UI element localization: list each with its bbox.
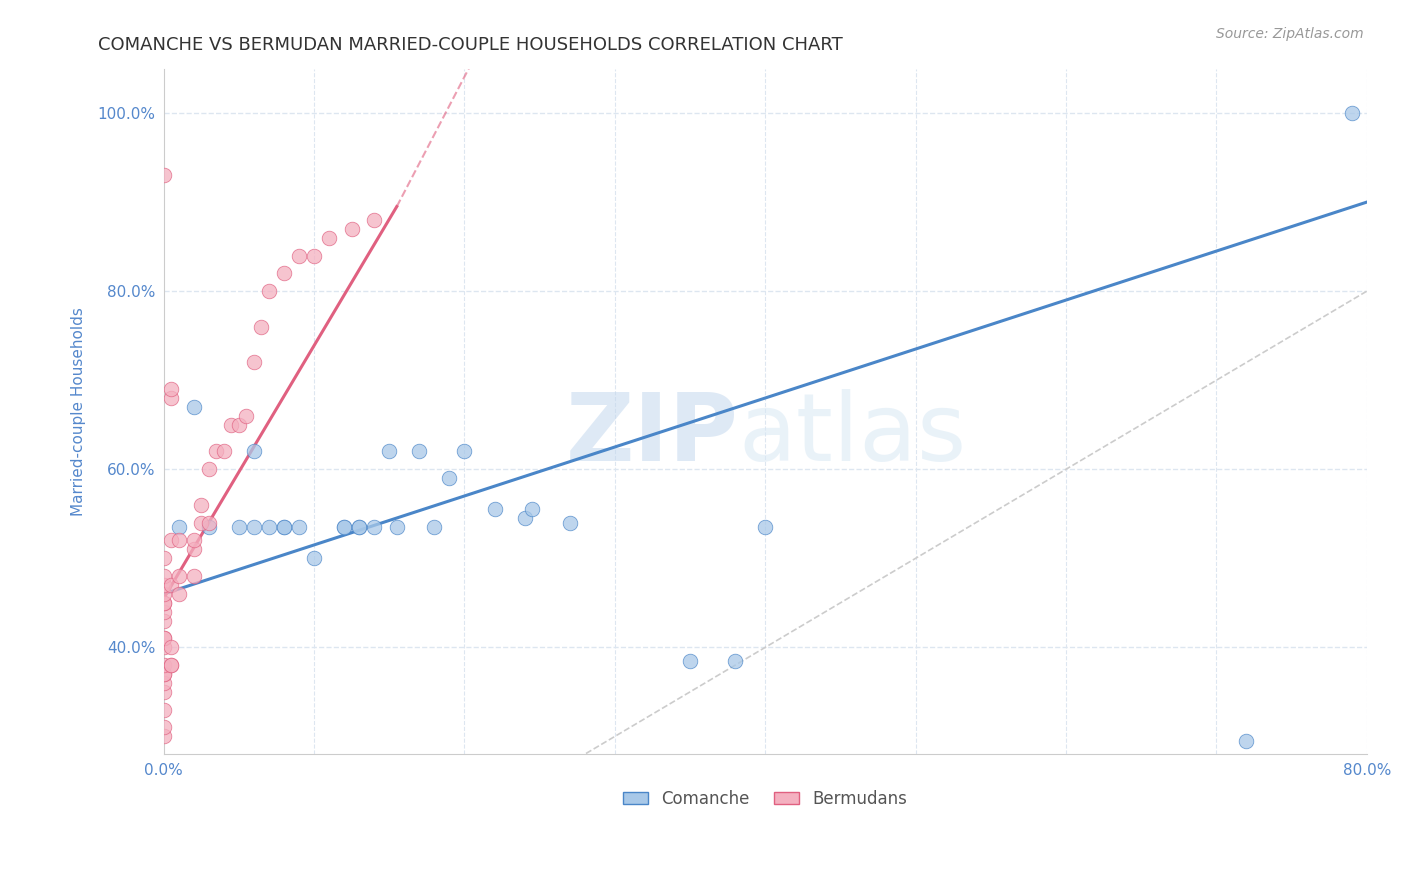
Point	[228, 520, 250, 534]
Point	[243, 444, 266, 458]
Point	[318, 230, 340, 244]
Point	[558, 516, 581, 530]
Point	[152, 632, 174, 646]
Point	[167, 520, 190, 534]
Point	[183, 400, 205, 414]
Point	[679, 654, 702, 668]
Point	[1340, 106, 1362, 120]
Point	[167, 587, 190, 601]
Point	[228, 417, 250, 432]
Point	[152, 596, 174, 610]
Point	[152, 685, 174, 699]
Point	[152, 596, 174, 610]
Text: atlas: atlas	[738, 390, 967, 482]
Point	[340, 222, 363, 236]
Point	[288, 520, 311, 534]
Point	[221, 417, 243, 432]
Point	[1236, 734, 1258, 748]
Point	[190, 516, 212, 530]
Point	[160, 578, 183, 592]
Point	[160, 658, 183, 673]
Point	[347, 520, 370, 534]
Point	[347, 520, 370, 534]
Point	[160, 533, 183, 548]
Legend: Comanche, Bermudans: Comanche, Bermudans	[616, 783, 914, 814]
Point	[152, 587, 174, 601]
Point	[439, 471, 461, 485]
Point	[152, 614, 174, 628]
Point	[152, 605, 174, 619]
Text: ZIP: ZIP	[565, 390, 738, 482]
Point	[385, 520, 408, 534]
Point	[160, 391, 183, 405]
Point	[152, 667, 174, 681]
Point	[152, 569, 174, 583]
Point	[484, 502, 506, 516]
Point	[288, 248, 311, 262]
Point	[152, 721, 174, 735]
Point	[152, 667, 174, 681]
Text: Source: ZipAtlas.com: Source: ZipAtlas.com	[1216, 27, 1364, 41]
Point	[152, 169, 174, 183]
Point	[190, 498, 212, 512]
Point	[152, 676, 174, 690]
Point	[198, 462, 221, 476]
Point	[363, 520, 385, 534]
Point	[453, 444, 475, 458]
Point	[152, 578, 174, 592]
Point	[152, 632, 174, 646]
Point	[333, 520, 356, 534]
Point	[243, 520, 266, 534]
Point	[754, 520, 776, 534]
Point	[160, 382, 183, 396]
Point	[257, 520, 280, 534]
Point	[152, 551, 174, 566]
Point	[273, 520, 295, 534]
Point	[235, 409, 257, 423]
Point	[152, 730, 174, 744]
Point	[273, 266, 295, 280]
Point	[152, 640, 174, 655]
Point	[183, 533, 205, 548]
Y-axis label: Married-couple Households: Married-couple Households	[72, 307, 86, 516]
Point	[212, 444, 235, 458]
Point	[167, 533, 190, 548]
Point	[250, 319, 273, 334]
Point	[513, 511, 536, 525]
Point	[205, 444, 228, 458]
Point	[167, 569, 190, 583]
Point	[302, 248, 325, 262]
Point	[333, 520, 356, 534]
Point	[152, 703, 174, 717]
Point	[378, 444, 401, 458]
Point	[152, 658, 174, 673]
Point	[520, 502, 543, 516]
Point	[257, 284, 280, 298]
Point	[243, 355, 266, 369]
Point	[273, 520, 295, 534]
Point	[198, 516, 221, 530]
Point	[724, 654, 747, 668]
Point	[160, 640, 183, 655]
Point	[363, 213, 385, 227]
Point	[302, 551, 325, 566]
Point	[183, 569, 205, 583]
Point	[198, 520, 221, 534]
Point	[183, 542, 205, 557]
Point	[408, 444, 430, 458]
Point	[423, 520, 446, 534]
Point	[160, 658, 183, 673]
Text: COMANCHE VS BERMUDAN MARRIED-COUPLE HOUSEHOLDS CORRELATION CHART: COMANCHE VS BERMUDAN MARRIED-COUPLE HOUS…	[98, 36, 844, 54]
